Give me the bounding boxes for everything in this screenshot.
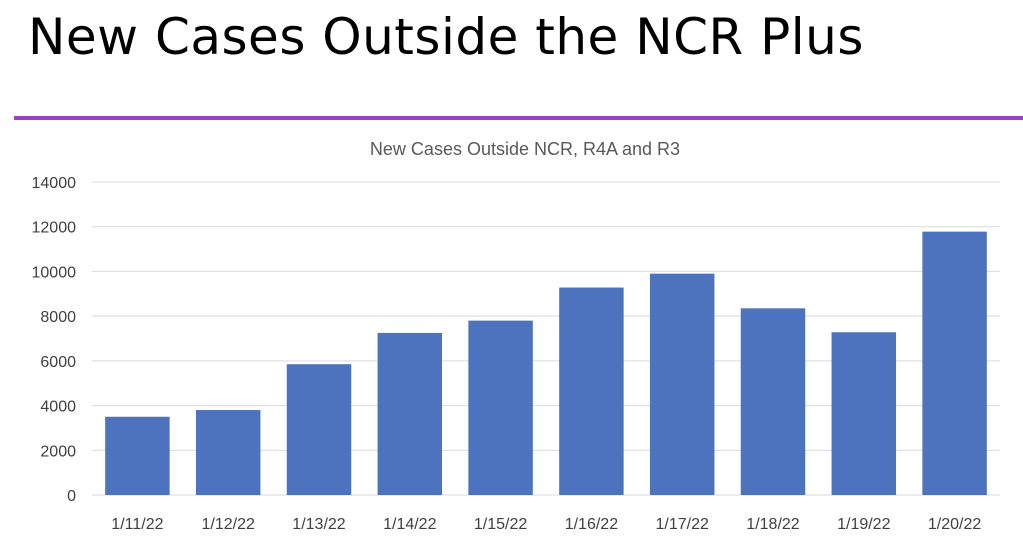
y-tick-label: 12000 [32,220,77,237]
bar-1/18/22 [740,308,806,495]
y-tick-label: 0 [67,488,76,505]
bar-1/15/22 [468,320,533,495]
bar-1/19/22 [831,332,897,495]
x-tick-label: 1/19/22 [837,516,890,533]
bar-1/14/22 [377,332,443,495]
bar-1/16/22 [559,287,624,495]
slide-title: New Cases Outside the NCR Plus [28,8,864,66]
y-tick-label: 6000 [40,354,76,371]
title-divider [14,116,1023,120]
x-tick-label: 1/14/22 [383,516,436,533]
y-tick-label: 2000 [40,443,76,460]
y-tick-label: 10000 [32,264,77,281]
x-tick-label: 1/20/22 [928,516,981,533]
x-tick-label: 1/17/22 [656,516,709,533]
bar-1/13/22 [286,364,352,495]
bar-1/20/22 [922,231,987,495]
x-tick-label: 1/15/22 [474,516,527,533]
y-tick-label: 8000 [40,309,76,326]
y-tick-label: 4000 [40,399,76,416]
bar-chart: New Cases Outside NCR, R4A and R3 0 2000 4… [32,139,1000,533]
x-tick-label: 1/18/22 [746,516,799,533]
bar-1/12/22 [195,410,261,495]
y-axis-ticks: 0 2000 4000 6000 8000 10000 12000 14000 [32,175,77,505]
x-axis-ticks: 1/11/22 1/12/22 1/13/22 1/14/22 1/15/22 1/16/… [111,516,981,533]
x-tick-label: 1/16/22 [565,516,618,533]
x-tick-label: 1/12/22 [202,516,255,533]
bar-1/17/22 [649,273,715,495]
x-tick-label: 1/11/22 [111,516,163,533]
bars [105,231,987,495]
chart-title: New Cases Outside NCR, R4A and R3 [370,139,680,159]
y-tick-label: 14000 [32,175,77,192]
bar-1/11/22 [105,416,170,495]
x-tick-label: 1/13/22 [292,516,345,533]
